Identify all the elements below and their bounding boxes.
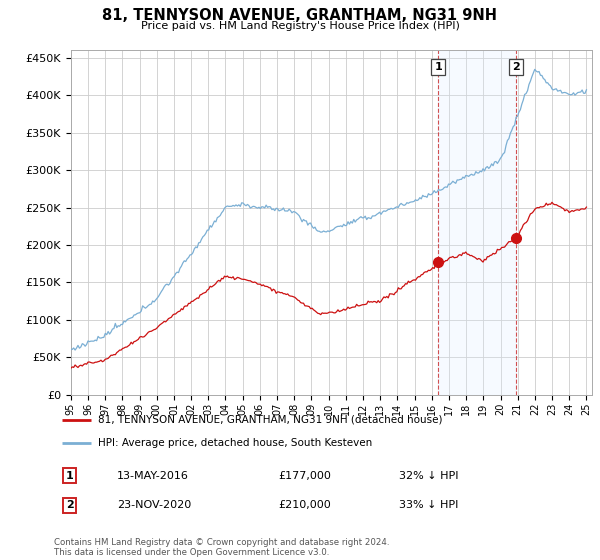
Text: 2: 2 xyxy=(512,62,520,72)
Text: £210,000: £210,000 xyxy=(278,500,331,510)
Text: 33% ↓ HPI: 33% ↓ HPI xyxy=(398,500,458,510)
Text: 13-MAY-2016: 13-MAY-2016 xyxy=(116,470,188,480)
Text: 1: 1 xyxy=(66,470,74,480)
Text: Contains HM Land Registry data © Crown copyright and database right 2024.
This d: Contains HM Land Registry data © Crown c… xyxy=(54,538,389,557)
Text: 81, TENNYSON AVENUE, GRANTHAM, NG31 9NH (detached house): 81, TENNYSON AVENUE, GRANTHAM, NG31 9NH … xyxy=(98,415,443,425)
Bar xyxy=(438,50,516,395)
Text: HPI: Average price, detached house, South Kesteven: HPI: Average price, detached house, Sout… xyxy=(98,437,373,447)
Text: 23-NOV-2020: 23-NOV-2020 xyxy=(116,500,191,510)
Text: 81, TENNYSON AVENUE, GRANTHAM, NG31 9NH: 81, TENNYSON AVENUE, GRANTHAM, NG31 9NH xyxy=(103,8,497,24)
Text: 32% ↓ HPI: 32% ↓ HPI xyxy=(398,470,458,480)
Text: 2: 2 xyxy=(66,500,74,510)
Text: £177,000: £177,000 xyxy=(278,470,331,480)
Text: Price paid vs. HM Land Registry's House Price Index (HPI): Price paid vs. HM Land Registry's House … xyxy=(140,21,460,31)
Text: 1: 1 xyxy=(434,62,442,72)
